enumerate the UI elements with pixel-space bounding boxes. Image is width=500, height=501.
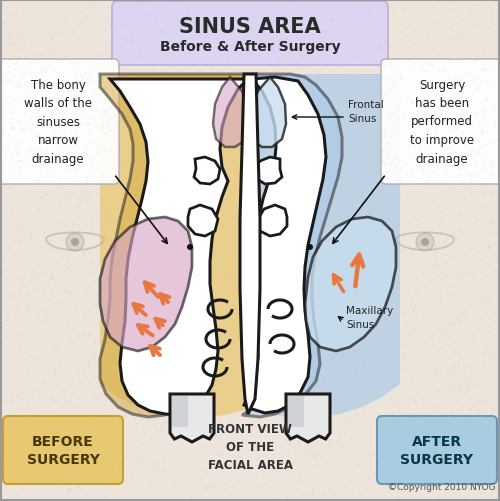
FancyBboxPatch shape: [381, 60, 500, 185]
FancyBboxPatch shape: [3, 416, 123, 484]
Text: Before & After Surgery: Before & After Surgery: [160, 40, 340, 54]
Circle shape: [187, 244, 193, 250]
Polygon shape: [288, 396, 304, 427]
Polygon shape: [258, 205, 287, 236]
Polygon shape: [252, 75, 400, 417]
Circle shape: [66, 233, 84, 252]
FancyBboxPatch shape: [0, 60, 119, 185]
FancyBboxPatch shape: [112, 2, 388, 66]
Polygon shape: [188, 205, 218, 236]
Polygon shape: [194, 158, 220, 185]
Polygon shape: [240, 75, 260, 414]
Polygon shape: [100, 75, 248, 417]
Polygon shape: [305, 217, 396, 351]
Text: SINUS AREA: SINUS AREA: [179, 17, 321, 37]
Polygon shape: [286, 394, 330, 442]
Text: Surgery
has been
performed
to improve
drainage: Surgery has been performed to improve dr…: [410, 78, 474, 165]
Polygon shape: [250, 78, 286, 148]
Circle shape: [416, 233, 434, 252]
Polygon shape: [110, 80, 248, 415]
Text: The bony
walls of the
sinuses
narrow
drainage: The bony walls of the sinuses narrow dra…: [24, 78, 92, 165]
Text: ©Copyright 2010 NYOG: ©Copyright 2010 NYOG: [388, 482, 496, 491]
Circle shape: [71, 238, 79, 246]
Text: BEFORE
SURGERY: BEFORE SURGERY: [26, 434, 100, 466]
Text: FRONT VIEW
OF THE
FACIAL AREA: FRONT VIEW OF THE FACIAL AREA: [208, 423, 292, 471]
Polygon shape: [100, 75, 248, 417]
Polygon shape: [172, 396, 188, 427]
Polygon shape: [170, 394, 214, 442]
Text: Frontal
Sinus: Frontal Sinus: [348, 100, 384, 123]
Polygon shape: [244, 78, 326, 413]
Polygon shape: [255, 158, 282, 185]
Text: AFTER
SURGERY: AFTER SURGERY: [400, 434, 473, 466]
Polygon shape: [242, 75, 342, 417]
Circle shape: [421, 238, 429, 246]
Text: Maxillary
Sinus: Maxillary Sinus: [346, 306, 393, 329]
FancyBboxPatch shape: [377, 416, 497, 484]
Circle shape: [307, 244, 313, 250]
Polygon shape: [213, 78, 248, 148]
Polygon shape: [100, 217, 192, 351]
